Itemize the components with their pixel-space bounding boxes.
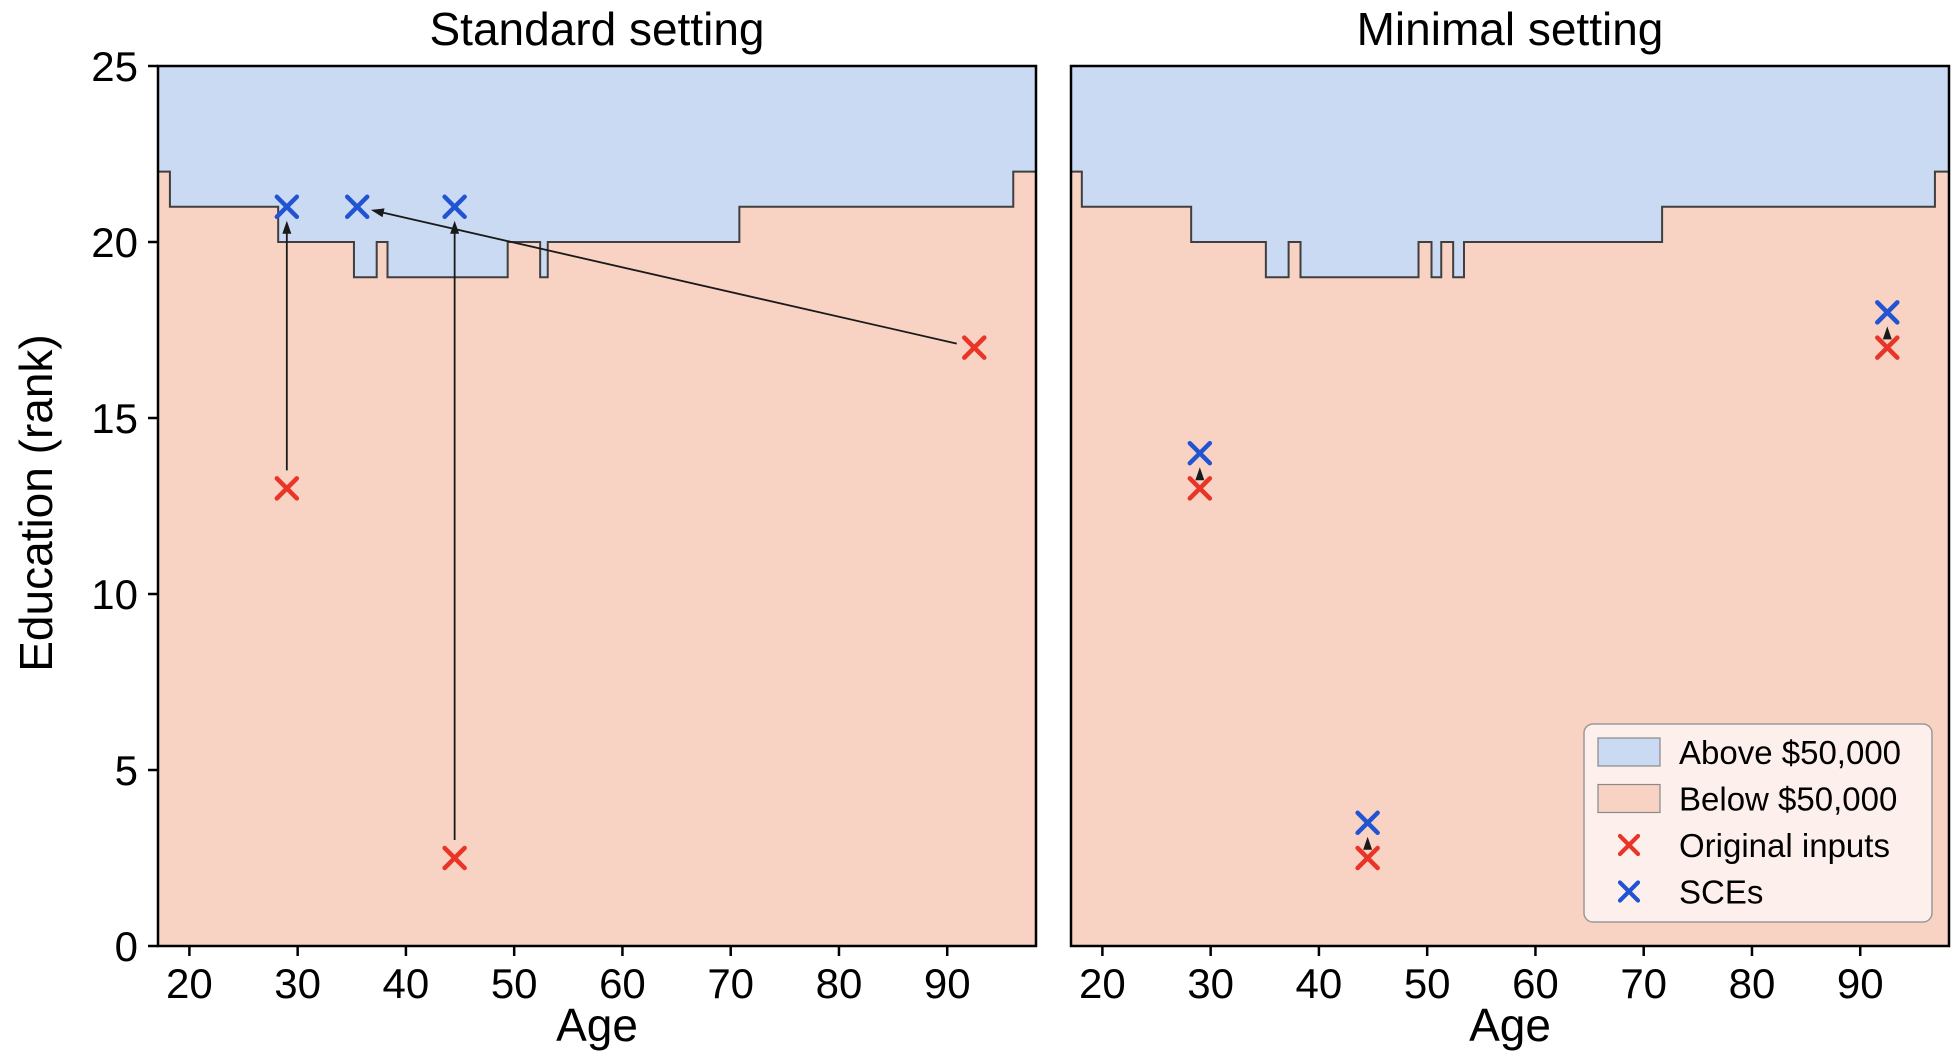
legend-marker-original [1617, 833, 1641, 857]
x-tick-label: 70 [707, 960, 754, 1007]
axes-spines [156, 64, 1038, 948]
decision-boundary [1071, 170, 1949, 279]
x-tick-label: 50 [491, 960, 538, 1007]
sce-arrow-head [1363, 836, 1373, 850]
x-tick-label: 40 [383, 960, 430, 1007]
sce-arrow-head [1195, 467, 1205, 481]
x-tick-label: 30 [274, 960, 321, 1007]
y-tick-label: 5 [115, 747, 138, 794]
legend-label: Above $50,000 [1679, 734, 1901, 771]
sce-arrow-head [1882, 326, 1892, 340]
x-tick-label: 40 [1296, 960, 1343, 1007]
original-input-marker [1875, 335, 1900, 360]
legend-swatch-above [1597, 737, 1661, 767]
x-tick-label: 50 [1404, 960, 1451, 1007]
y-tick-label: 20 [91, 219, 138, 266]
x-tick-label: 90 [1837, 960, 1884, 1007]
sce-arrow-head [450, 220, 460, 234]
sce-arrow-head [282, 220, 292, 234]
x-axis-label-left: Age [556, 999, 638, 1051]
original-input-marker [1187, 476, 1213, 501]
sce-marker [1875, 300, 1900, 325]
sce-arrow-head [370, 208, 385, 218]
y-tick-label: 25 [91, 43, 138, 90]
y-tick-label: 0 [115, 923, 138, 970]
sce-marker [344, 194, 370, 220]
legend-label: Original inputs [1679, 827, 1890, 864]
x-tick-label: 80 [1729, 960, 1776, 1007]
x-tick-label: 30 [1187, 960, 1234, 1007]
x-tick-label: 90 [924, 960, 971, 1007]
legend-box [1583, 723, 1933, 923]
y-tick-label: 15 [91, 395, 138, 442]
legend-swatch-below [1597, 783, 1661, 814]
sce-marker [442, 194, 467, 220]
x-axis-label-right: Age [1469, 999, 1551, 1051]
decision-boundary [158, 170, 1036, 279]
axes-spines [1069, 64, 1951, 948]
x-tick-label: 60 [1512, 960, 1559, 1007]
x-tick-label: 20 [166, 960, 213, 1007]
below-region [158, 171, 1036, 947]
sce-arrow-shaft [379, 211, 957, 345]
sce-marker [1187, 440, 1213, 466]
x-tick-label: 20 [1079, 960, 1126, 1007]
original-input-marker [962, 335, 987, 360]
y-tick-label: 10 [91, 571, 138, 618]
sce-marker [274, 194, 300, 220]
legend-marker-sce [1617, 880, 1641, 903]
x-tick-label: 80 [816, 960, 863, 1007]
legend-label: SCEs [1679, 874, 1763, 911]
panel-title-minimal: Minimal setting [1356, 3, 1664, 55]
sce-marker [1355, 810, 1380, 836]
original-input-marker [442, 845, 467, 871]
panel-title-standard: Standard setting [429, 3, 765, 55]
x-tick-label: 60 [599, 960, 646, 1007]
x-tick-label: 70 [1620, 960, 1667, 1007]
original-input-marker [274, 476, 300, 501]
legend-label: Below $50,000 [1679, 781, 1897, 818]
original-input-marker [1355, 845, 1380, 871]
